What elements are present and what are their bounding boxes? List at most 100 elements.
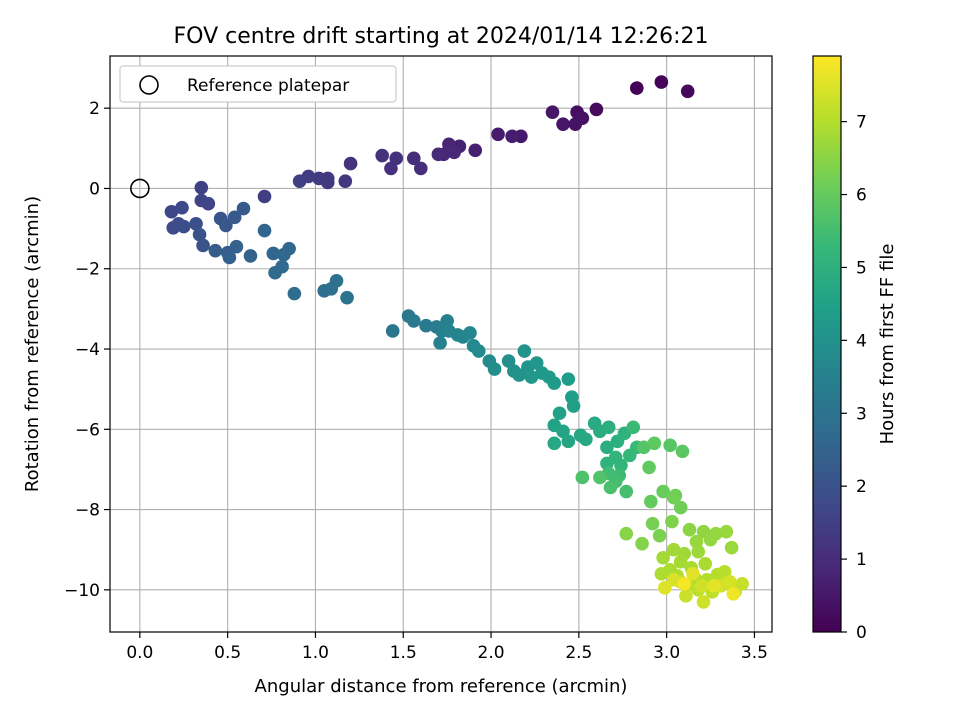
colorbar-tick-label: 4 bbox=[856, 331, 867, 351]
scatter-point bbox=[589, 102, 604, 117]
colorbar-tick-label: 2 bbox=[856, 477, 867, 497]
colorbar-tick-label: 0 bbox=[856, 623, 867, 643]
scatter-point bbox=[340, 290, 354, 305]
y-tick-label: −2 bbox=[75, 260, 100, 280]
scatter-point bbox=[579, 432, 593, 447]
scatter-point bbox=[666, 542, 681, 557]
scatter-point bbox=[433, 336, 447, 350]
colorbar-ticks: 0 1 2 3 4 5 6 7 bbox=[841, 113, 867, 643]
legend: Reference platepar bbox=[119, 65, 397, 103]
y-axis-label: Rotation from reference (arcmin) bbox=[22, 196, 43, 492]
scatter-point bbox=[414, 161, 428, 176]
scatter-point bbox=[338, 174, 353, 189]
scatter-point bbox=[635, 536, 649, 551]
colorbar: 0 1 2 3 4 5 6 7 Hours from first FF file bbox=[812, 55, 898, 643]
scatter-point bbox=[389, 151, 404, 166]
scatter-point bbox=[561, 434, 576, 449]
y-tick-label: 0 bbox=[89, 179, 100, 199]
scatter-point bbox=[686, 566, 700, 581]
scatter-point bbox=[652, 528, 667, 543]
scatter-point bbox=[726, 587, 741, 601]
scatter-point bbox=[603, 480, 618, 495]
scatter-point bbox=[691, 544, 706, 559]
chart-title: FOV centre drift starting at 2024/01/14 … bbox=[174, 24, 709, 49]
scatter-point bbox=[682, 522, 697, 537]
scatter-point bbox=[196, 238, 210, 253]
scatter-point bbox=[698, 556, 713, 571]
scatter-point bbox=[343, 156, 358, 171]
x-axis: 0.0 0.5 1.0 1.5 2.0 2.5 3.0 3.5 bbox=[126, 632, 768, 663]
scatter-point bbox=[463, 326, 477, 340]
scatter-point bbox=[663, 438, 677, 453]
scatter-point bbox=[524, 370, 539, 384]
scatter-point bbox=[406, 151, 421, 166]
scatter-point bbox=[666, 490, 681, 505]
legend-label: Reference platepar bbox=[187, 76, 349, 96]
scatter-point bbox=[219, 218, 233, 233]
scatter-point bbox=[673, 500, 688, 515]
scatter-point bbox=[677, 577, 692, 591]
scatter-point bbox=[679, 589, 693, 603]
scatter-point bbox=[547, 376, 562, 390]
scatter-point bbox=[194, 180, 209, 195]
legend-marker bbox=[139, 75, 159, 95]
scatter-point bbox=[547, 436, 562, 451]
colorbar-label: Hours from first FF file bbox=[877, 244, 898, 445]
x-tick-label: 3.0 bbox=[653, 643, 680, 663]
scatter-point bbox=[384, 161, 398, 176]
scatter-point bbox=[282, 241, 296, 256]
x-tick-label: 1.5 bbox=[390, 643, 417, 663]
scatter-point bbox=[724, 540, 739, 555]
scatter-point bbox=[626, 420, 641, 435]
y-tick-label: −4 bbox=[75, 340, 100, 360]
y-axis: −10 −8 −6 −4 −2 0 2 bbox=[64, 99, 110, 601]
scatter-point bbox=[656, 550, 670, 565]
scatter-point bbox=[227, 210, 242, 225]
scatter-point bbox=[385, 324, 400, 338]
scatter-point bbox=[629, 81, 644, 95]
scatter-point bbox=[601, 420, 616, 435]
scatter-point bbox=[703, 532, 718, 547]
scatter-point bbox=[375, 148, 389, 163]
y-tick-label: −10 bbox=[64, 581, 100, 601]
x-tick-label: 0.0 bbox=[126, 643, 153, 663]
scatter-point bbox=[717, 564, 732, 579]
scatter-point bbox=[696, 595, 711, 609]
scatter-point bbox=[236, 201, 251, 216]
scatter-point bbox=[673, 554, 688, 569]
reference-marker bbox=[130, 178, 150, 199]
y-tick-label: −6 bbox=[75, 420, 100, 440]
colorbar-tick-label: 6 bbox=[856, 186, 867, 206]
scatter-point bbox=[642, 460, 656, 475]
x-tick-label: 0.5 bbox=[214, 643, 241, 663]
colorbar-tick-label: 5 bbox=[856, 258, 867, 278]
scatter-point bbox=[707, 579, 721, 593]
scatter-point bbox=[556, 424, 570, 439]
scatter-point bbox=[600, 440, 614, 455]
scatter-point bbox=[694, 579, 709, 593]
scatter-point bbox=[440, 314, 454, 328]
scatter-point bbox=[575, 470, 590, 485]
scatter-point bbox=[517, 344, 532, 358]
colorbar-tick-label: 7 bbox=[856, 113, 867, 133]
scatter-point bbox=[719, 524, 734, 539]
scatter-point bbox=[647, 436, 662, 451]
scatter-point bbox=[175, 200, 189, 215]
x-tick-label: 3.5 bbox=[741, 643, 768, 663]
scatter-point bbox=[656, 484, 670, 499]
scatter-point bbox=[689, 534, 704, 549]
scatter-point bbox=[406, 314, 421, 328]
scatter-point bbox=[229, 239, 244, 254]
scatter-point bbox=[645, 516, 660, 531]
scatter-point bbox=[566, 399, 581, 413]
scatter-point bbox=[735, 577, 749, 591]
scatter-point bbox=[192, 227, 207, 242]
scatter-point bbox=[329, 273, 344, 288]
scatter-point bbox=[658, 581, 672, 595]
x-tick-label: 1.0 bbox=[302, 643, 329, 663]
scatter-point bbox=[654, 566, 669, 581]
scatter-point bbox=[292, 174, 307, 189]
scatter-points bbox=[164, 75, 749, 609]
scatter-point bbox=[501, 354, 516, 368]
